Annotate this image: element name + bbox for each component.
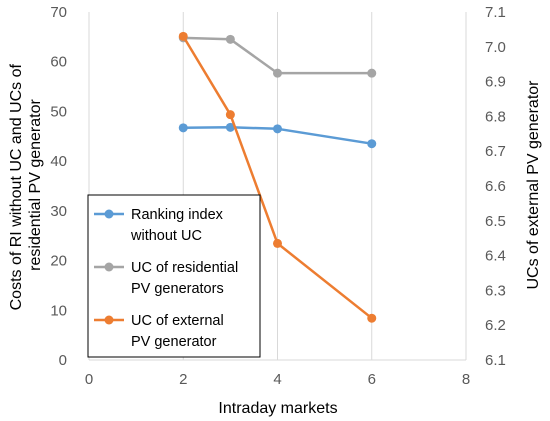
y-right-tick-label: 7.1 (485, 4, 506, 21)
left-axis-title: Costs of RI without UC and UCs of reside… (8, 60, 44, 311)
data-point (367, 68, 377, 78)
y-right-tick-label: 6.3 (485, 282, 506, 299)
y-left-tick-label: 0 (59, 352, 67, 369)
x-tick-label: 4 (273, 371, 281, 388)
y-left-tick-label: 10 (50, 302, 67, 319)
y-right-tick-label: 6.6 (485, 178, 506, 195)
y-left-tick-label: 40 (50, 153, 67, 170)
y-left-tick-label: 20 (50, 253, 67, 270)
legend-label: UC of external (131, 313, 224, 329)
data-point (367, 139, 377, 149)
legend-label: PV generators (131, 281, 224, 297)
y-left-tick-label: 60 (50, 54, 67, 71)
tick-labels: 0 2 4 6 8 0 10 20 30 40 50 60 70 6.1 6.2 6.3 6.4 6.5 6.6 6.… (50, 4, 506, 388)
y-right-tick-label: 6.1 (485, 352, 506, 369)
x-axis-title: Intraday markets (218, 400, 337, 417)
legend-marker-0 (104, 209, 114, 219)
legend-marker-2 (104, 315, 114, 325)
data-point (225, 34, 235, 44)
legend-box (87, 194, 261, 358)
y-right-tick-label: 6.2 (485, 317, 506, 334)
legend-label: without UC (130, 228, 202, 244)
series-layer (178, 31, 377, 323)
right-axis-title: UCs of external PV generator (525, 80, 542, 290)
legend-label: PV generator (131, 334, 217, 350)
y-right-tick-label: 6.7 (485, 143, 506, 160)
data-point (225, 122, 235, 132)
legend-items: Ranking index without UC UC of residential… (94, 207, 238, 350)
data-point (367, 313, 377, 323)
legend-label: Ranking index (131, 207, 224, 223)
y-left-tick-label: 70 (50, 4, 67, 21)
data-point (178, 31, 188, 41)
data-point (273, 124, 282, 134)
legend-marker-1 (104, 262, 114, 272)
left-axis-title-line-1: Costs of RI without UC and UCs of (8, 64, 25, 311)
y-right-tick-label: 6.8 (485, 108, 506, 125)
legend-label: UC of residential (131, 260, 238, 276)
y-right-tick-label: 6.9 (485, 74, 506, 91)
x-tick-label: 0 (85, 371, 93, 388)
x-tick-label: 2 (179, 371, 187, 388)
x-tick-label: 8 (462, 371, 470, 388)
series-line-0 (183, 126, 372, 145)
data-point (273, 238, 282, 248)
y-left-tick-label: 30 (50, 203, 67, 220)
left-axis-title-line-2: residential PV generator (27, 99, 44, 271)
data-point (225, 110, 235, 120)
y-right-tick-label: 6.4 (485, 248, 506, 265)
data-point (178, 123, 188, 133)
data-point (273, 68, 282, 78)
y-left-tick-label: 50 (50, 103, 67, 120)
legend: Ranking index without UC UC of residential… (87, 194, 261, 358)
series-line-1 (183, 36, 372, 75)
y-right-tick-label: 7.0 (485, 39, 506, 56)
series-line-2 (182, 35, 373, 320)
y-right-tick-label: 6.5 (485, 213, 506, 230)
x-tick-label: 6 (368, 371, 376, 388)
